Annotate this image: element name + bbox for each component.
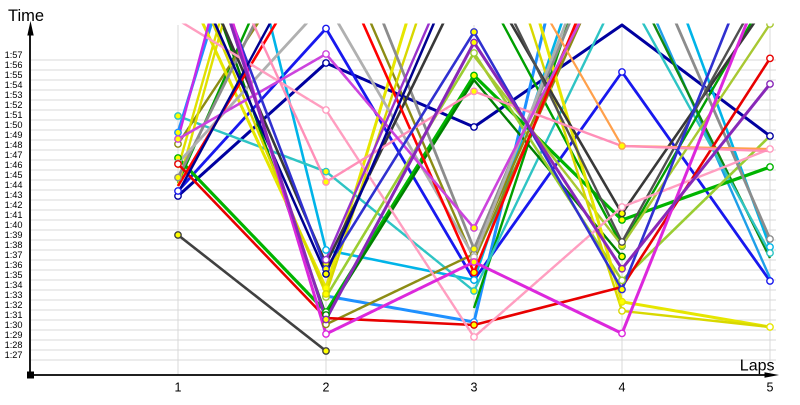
svg-text:1:38: 1:38 <box>5 240 23 250</box>
svg-text:1:45: 1:45 <box>5 170 23 180</box>
svg-text:1:47: 1:47 <box>5 150 23 160</box>
svg-text:1:34: 1:34 <box>5 280 23 290</box>
svg-text:1:39: 1:39 <box>5 230 23 240</box>
svg-text:1:29: 1:29 <box>5 330 23 340</box>
svg-text:1:35: 1:35 <box>5 270 23 280</box>
svg-text:1:43: 1:43 <box>5 190 23 200</box>
svg-text:1:54: 1:54 <box>5 80 23 90</box>
svg-text:1:28: 1:28 <box>5 340 23 350</box>
svg-text:1:41: 1:41 <box>5 210 23 220</box>
svg-text:1:52: 1:52 <box>5 100 23 110</box>
svg-text:1:55: 1:55 <box>5 70 23 80</box>
svg-text:1:46: 1:46 <box>5 160 23 170</box>
svg-text:1:57: 1:57 <box>5 50 23 60</box>
svg-text:1:51: 1:51 <box>5 110 23 120</box>
svg-text:1:30: 1:30 <box>5 320 23 330</box>
svg-text:Laps: Laps <box>740 358 775 375</box>
svg-text:5: 5 <box>767 381 774 395</box>
svg-text:1:56: 1:56 <box>5 60 23 70</box>
svg-text:1:27: 1:27 <box>5 350 23 360</box>
svg-text:1:49: 1:49 <box>5 130 23 140</box>
svg-text:1:48: 1:48 <box>5 140 23 150</box>
svg-text:1:44: 1:44 <box>5 180 23 190</box>
svg-text:1:50: 1:50 <box>5 120 23 130</box>
svg-text:1:32: 1:32 <box>5 300 23 310</box>
svg-text:3: 3 <box>471 381 478 395</box>
svg-text:1:31: 1:31 <box>5 310 23 320</box>
svg-text:4: 4 <box>619 381 626 395</box>
svg-text:1:42: 1:42 <box>5 200 23 210</box>
svg-text:1:37: 1:37 <box>5 250 23 260</box>
svg-text:1:36: 1:36 <box>5 260 23 270</box>
svg-text:1:33: 1:33 <box>5 290 23 300</box>
svg-text:Time: Time <box>8 7 44 25</box>
svg-text:2: 2 <box>323 381 330 395</box>
svg-text:1:53: 1:53 <box>5 90 23 100</box>
svg-text:1:40: 1:40 <box>5 220 23 230</box>
svg-text:1: 1 <box>175 381 182 395</box>
